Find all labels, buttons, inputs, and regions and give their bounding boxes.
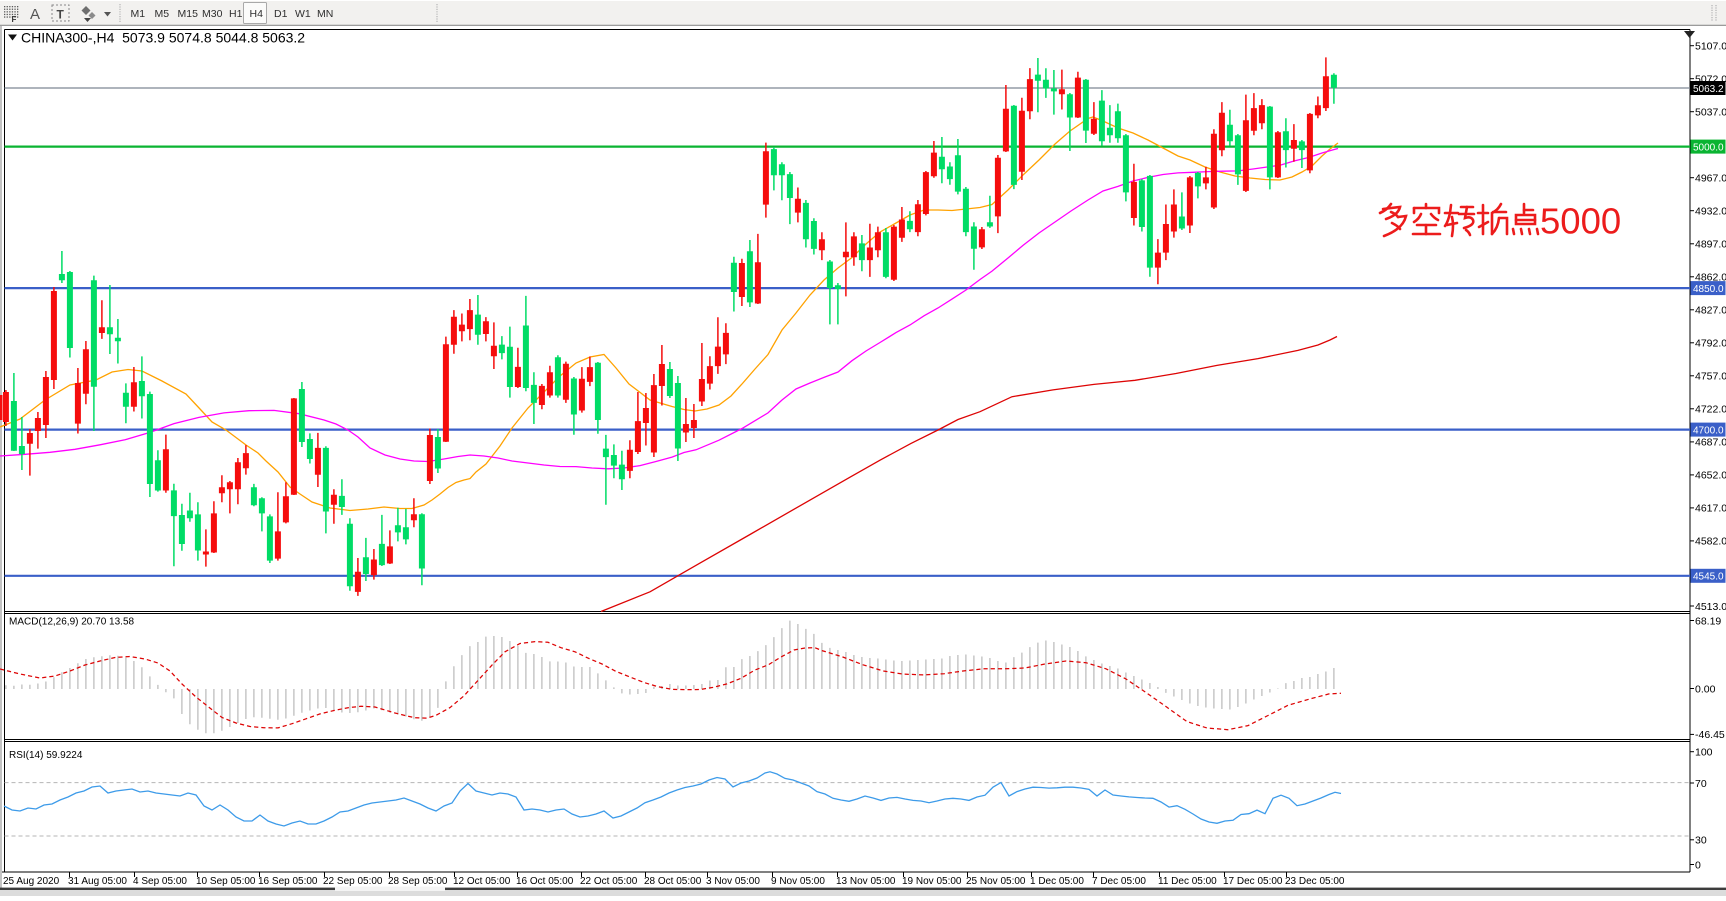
svg-text:19 Nov 05:00: 19 Nov 05:00: [902, 876, 962, 887]
svg-text:5063.2: 5063.2: [1693, 84, 1724, 95]
svg-text:D1: D1: [274, 8, 288, 20]
svg-text:5107.0: 5107.0: [1695, 41, 1726, 53]
svg-text:4617.0: 4617.0: [1695, 503, 1726, 515]
svg-text:4757.0: 4757.0: [1695, 371, 1726, 383]
svg-text:4652.0: 4652.0: [1695, 470, 1726, 482]
svg-text:4 Sep 05:00: 4 Sep 05:00: [133, 876, 187, 887]
svg-text:100: 100: [1695, 747, 1713, 759]
svg-text:4827.0: 4827.0: [1695, 305, 1726, 317]
svg-text:4850.0: 4850.0: [1693, 284, 1724, 295]
svg-text:4792.0: 4792.0: [1695, 338, 1726, 350]
svg-text:4932.0: 4932.0: [1695, 206, 1726, 218]
svg-text:13 Nov 05:00: 13 Nov 05:00: [836, 876, 896, 887]
svg-text:5000: 5000: [1540, 201, 1621, 242]
svg-text:7 Dec 05:00: 7 Dec 05:00: [1092, 876, 1146, 887]
svg-text:17 Dec 05:00: 17 Dec 05:00: [1223, 876, 1283, 887]
svg-text:3 Nov 05:00: 3 Nov 05:00: [706, 876, 760, 887]
svg-text:4545.0: 4545.0: [1693, 572, 1724, 583]
svg-text:MACD(12,26,9) 20.70 13.58: MACD(12,26,9) 20.70 13.58: [9, 617, 135, 628]
svg-text:M30: M30: [202, 8, 223, 20]
svg-text:30: 30: [1695, 835, 1707, 847]
svg-text:H1: H1: [229, 8, 243, 20]
svg-text:H4: H4: [250, 8, 264, 20]
svg-text:23 Dec 05:00: 23 Dec 05:00: [1285, 876, 1345, 887]
svg-text:25 Nov 05:00: 25 Nov 05:00: [966, 876, 1026, 887]
svg-text:M15: M15: [178, 8, 199, 20]
svg-text:4513.0: 4513.0: [1695, 601, 1726, 613]
svg-text:W1: W1: [295, 8, 311, 20]
svg-text:0.00: 0.00: [1695, 683, 1716, 695]
svg-text:M1: M1: [131, 8, 146, 20]
svg-text:12 Oct 05:00: 12 Oct 05:00: [453, 876, 511, 887]
svg-text:4582.0: 4582.0: [1695, 536, 1726, 548]
svg-text:25 Aug 2020: 25 Aug 2020: [3, 876, 60, 887]
svg-text:M5: M5: [155, 8, 170, 20]
svg-text:RSI(14) 59.9224: RSI(14) 59.9224: [9, 750, 83, 761]
svg-text:28 Oct 05:00: 28 Oct 05:00: [644, 876, 702, 887]
svg-text:5037.0: 5037.0: [1695, 107, 1726, 119]
svg-text:MN: MN: [317, 8, 333, 20]
svg-text:4967.0: 4967.0: [1695, 173, 1726, 185]
svg-text:9 Nov 05:00: 9 Nov 05:00: [771, 876, 825, 887]
svg-text:28 Sep 05:00: 28 Sep 05:00: [388, 876, 448, 887]
svg-text:4862.0: 4862.0: [1695, 272, 1726, 284]
svg-text:A: A: [30, 6, 40, 23]
svg-text:31 Aug 05:00: 31 Aug 05:00: [68, 876, 127, 887]
svg-text:4687.0: 4687.0: [1695, 437, 1726, 449]
svg-text:CHINA300-,H4 5073.9 5074.8 50: CHINA300-,H4 5073.9 5074.8 5044.8 5063.2: [21, 30, 305, 46]
svg-text:1 Dec 05:00: 1 Dec 05:00: [1030, 876, 1084, 887]
svg-text:4897.0: 4897.0: [1695, 239, 1726, 251]
svg-text:-46.45: -46.45: [1695, 729, 1725, 741]
svg-text:16 Sep 05:00: 16 Sep 05:00: [258, 876, 318, 887]
svg-text:T: T: [57, 8, 65, 22]
svg-text:10 Sep 05:00: 10 Sep 05:00: [196, 876, 256, 887]
svg-text:0: 0: [1695, 859, 1701, 871]
svg-text:22 Oct 05:00: 22 Oct 05:00: [580, 876, 638, 887]
svg-text:16 Oct 05:00: 16 Oct 05:00: [516, 876, 574, 887]
svg-text:11 Dec 05:00: 11 Dec 05:00: [1158, 876, 1217, 887]
svg-text:70: 70: [1695, 778, 1707, 790]
svg-text:5000.0: 5000.0: [1693, 142, 1724, 153]
svg-text:68.19: 68.19: [1695, 615, 1721, 627]
svg-text:F: F: [12, 15, 17, 24]
svg-text:4700.0: 4700.0: [1693, 425, 1724, 436]
svg-text:4722.0: 4722.0: [1695, 404, 1726, 416]
svg-text:22 Sep 05:00: 22 Sep 05:00: [323, 876, 383, 887]
